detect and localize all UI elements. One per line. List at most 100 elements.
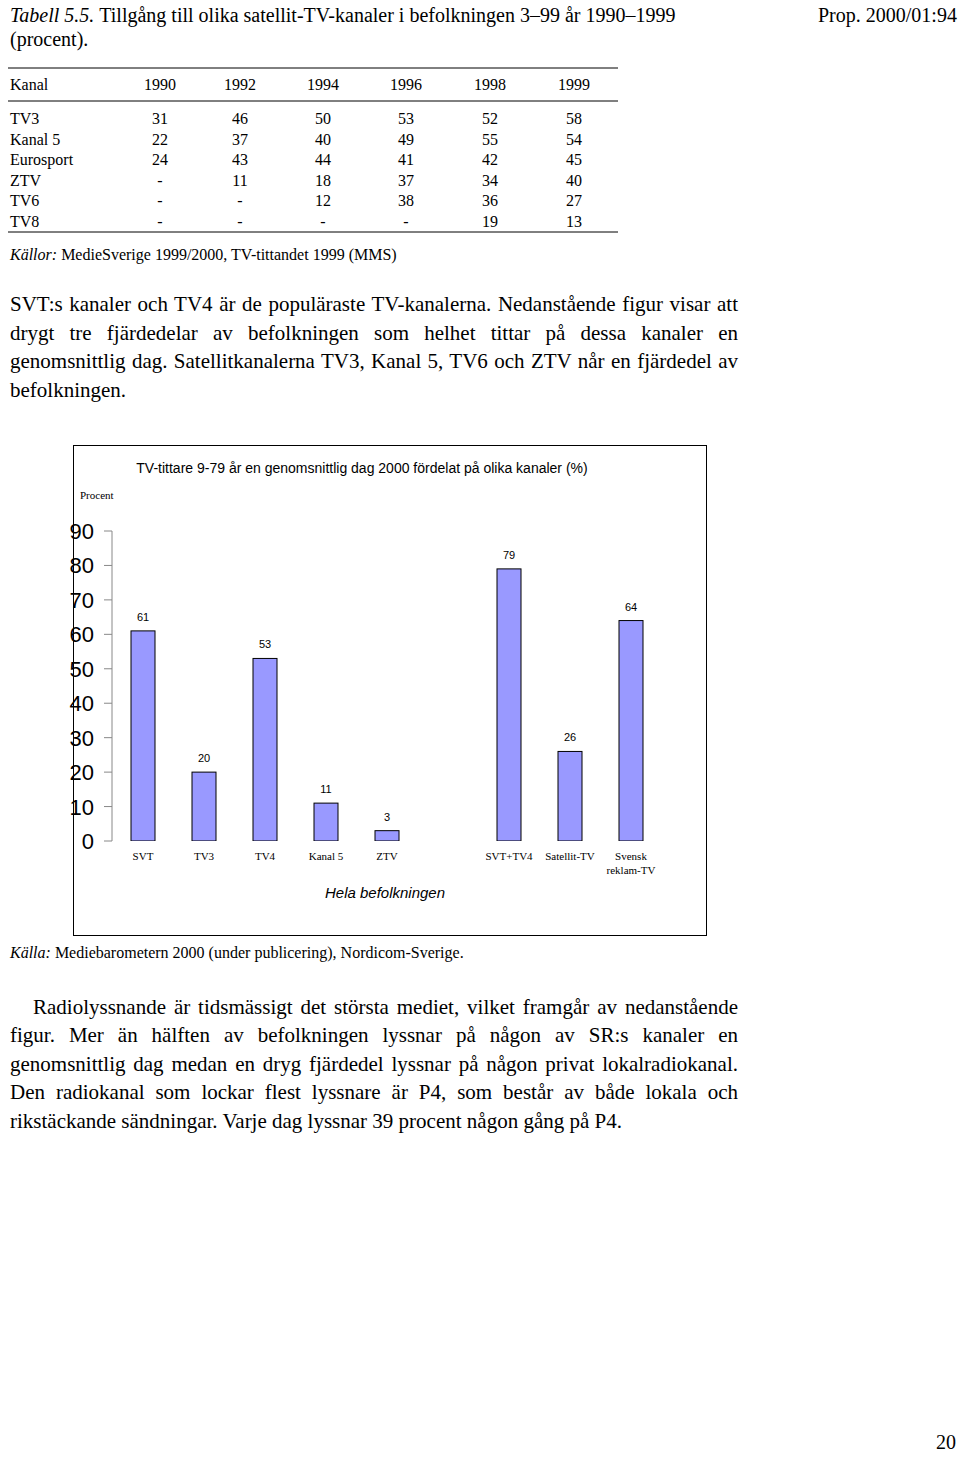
table-header: Kanal (10, 76, 49, 93)
y-tick (104, 634, 112, 635)
y-axis-label: Procent (80, 489, 114, 501)
data-label: 3 (384, 811, 390, 823)
bars (131, 569, 643, 841)
table-cell: - (157, 213, 162, 230)
table-cell: 12 (315, 192, 331, 209)
table-cell: 46 (232, 110, 248, 127)
table-cell: 18 (315, 172, 331, 189)
table-cell: - (403, 213, 408, 230)
chart-frame (74, 446, 707, 936)
x-tick-label: SVT (133, 850, 154, 862)
y-axis-line (112, 531, 113, 841)
page-graphics: Kanal199019921994199619981999TV331465053… (0, 0, 960, 1457)
table-cell: TV3 (10, 110, 39, 127)
table-cell: 41 (398, 151, 414, 168)
paragraph: Radiolyssnande är tidsmässigt det störst… (10, 993, 738, 1135)
y-tick-label: 70 (70, 588, 94, 613)
x-axis-label: Hela befolkningen (325, 884, 445, 901)
x-tick-label: TV4 (255, 850, 276, 862)
table-source: Källor:MedieSverige 1999/2000, TV-tittan… (10, 245, 397, 265)
source-label: Källor: (10, 246, 57, 263)
table-cell: TV8 (10, 213, 39, 230)
table-header: 1996 (390, 76, 422, 93)
table-cell: 37 (232, 131, 248, 148)
bar (253, 658, 277, 841)
table-cell: 44 (315, 151, 331, 168)
y-tick (104, 599, 112, 600)
paragraph: SVT:s kanaler och TV4 är de populäraste … (10, 290, 738, 404)
y-tick-label: 50 (70, 657, 94, 682)
table-cell: 24 (152, 151, 168, 168)
y-tick-label: 0 (82, 829, 94, 854)
labels: 61SVT20TV353TV411Kanal 53ZTV79SVT+TV426S… (133, 549, 656, 876)
y-tick-label: 20 (70, 760, 94, 785)
table-cell: 38 (398, 192, 414, 209)
table-cell: 40 (566, 172, 582, 189)
chart-title: TV-tittare 9-79 år en genomsnittlig dag … (136, 460, 587, 476)
table-cell: 52 (482, 110, 498, 127)
y-tick (104, 565, 112, 566)
table-cell: 34 (482, 172, 498, 189)
table-cell: 27 (566, 192, 582, 209)
table-rule (8, 232, 618, 233)
source-text: MedieSverige 1999/2000, TV-tittandet 199… (61, 246, 397, 263)
table-cell: 58 (566, 110, 582, 127)
data-label: 26 (564, 731, 576, 743)
x-tick-label: ZTV (376, 850, 397, 862)
table-cell: 36 (482, 192, 498, 209)
page-number: 20 (936, 1430, 956, 1454)
table-cell: - (157, 192, 162, 209)
table-cell: - (157, 172, 162, 189)
y-tick-label: 80 (70, 553, 94, 578)
document-reference: Prop. 2000/01:94 (818, 3, 957, 27)
bar (192, 772, 216, 841)
data-label: 20 (198, 752, 210, 764)
table-cell: TV6 (10, 192, 39, 209)
data-label: 53 (259, 638, 271, 650)
table-rule (8, 68, 618, 69)
source-label: Källa: (10, 944, 51, 961)
table-cell: - (237, 213, 242, 230)
table-cell: 53 (398, 110, 414, 127)
bar (558, 751, 582, 841)
bar (497, 569, 521, 841)
table-header: 1999 (558, 76, 590, 93)
table-header: 1990 (144, 76, 176, 93)
table-cell: 11 (232, 172, 247, 189)
y-tick (104, 668, 112, 669)
table-cell: 40 (315, 131, 331, 148)
table-cell: 43 (232, 151, 248, 168)
table-cell: 50 (315, 110, 331, 127)
bar (619, 621, 643, 841)
data-label: 11 (320, 783, 331, 795)
y-tick-label: 30 (70, 726, 94, 751)
chart-source: Källa:Mediebarometern 2000 (under public… (10, 943, 464, 963)
x-tick-label: Svensk (615, 850, 647, 862)
caption: Tabell 5.5.Tillgång till olika satellit-… (10, 3, 730, 51)
y-tick-label: 90 (70, 519, 94, 544)
bar (375, 831, 399, 841)
x-tick-label: TV3 (194, 850, 215, 862)
table-cell: 55 (482, 131, 498, 148)
table-header: 1992 (224, 76, 256, 93)
x-tick-label: Kanal 5 (309, 850, 344, 862)
table-cell: 31 (152, 110, 168, 127)
y-tick (104, 772, 112, 773)
table-cell: 19 (482, 213, 498, 230)
data-label: 61 (137, 611, 149, 623)
table: Kanal 1990 1992 1994 1996 1998 1999 TV3 31 46 50 53… (8, 68, 618, 232)
table-header: 1998 (474, 76, 506, 93)
table-cell: 37 (398, 172, 414, 189)
caption-label: Tabell 5.5. (10, 4, 94, 26)
table-cell: 49 (398, 131, 414, 148)
y-tick-label: 60 (70, 622, 94, 647)
table-header: 1994 (307, 76, 339, 93)
table-cell: 45 (566, 151, 582, 168)
table-cell: Eurosport (10, 151, 74, 169)
y-tick (104, 737, 112, 738)
table-cell: ZTV (10, 172, 42, 189)
table-cell: - (320, 213, 325, 230)
x-tick-label: reklam-TV (607, 864, 656, 876)
y-tick-label: 10 (70, 795, 94, 820)
table-cell: 13 (566, 213, 582, 230)
